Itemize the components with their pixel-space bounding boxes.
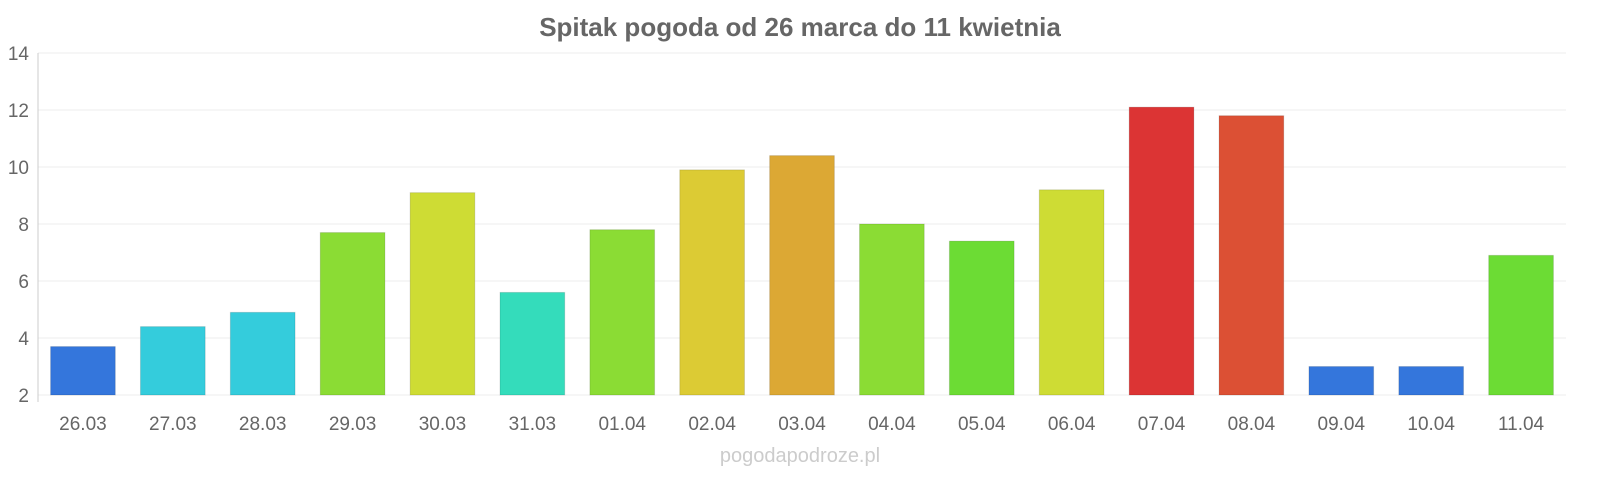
- x-tick-label: 02.04: [688, 414, 736, 435]
- bar: [1038, 189, 1105, 396]
- bar: [139, 326, 206, 396]
- x-tick-label: 08.04: [1228, 414, 1276, 435]
- x-tick-label: 09.04: [1318, 414, 1366, 435]
- chart-title: Spitak pogoda od 26 marca do 11 kwietnia: [539, 12, 1061, 42]
- x-tick-label: 06.04: [1048, 414, 1096, 435]
- y-tick-label: 6: [18, 272, 29, 293]
- bar: [1308, 366, 1375, 396]
- x-tick-label: 27.03: [149, 414, 197, 435]
- bar: [1488, 254, 1554, 396]
- x-tick-label: 11.04: [1498, 414, 1545, 435]
- x-tick-label: 31.03: [509, 414, 557, 435]
- bar: [319, 232, 386, 396]
- x-tick-label: 01.04: [598, 414, 646, 435]
- bar: [769, 155, 835, 396]
- y-tick-label: 8: [18, 215, 29, 236]
- y-tick-label: 12: [8, 101, 29, 122]
- bar: [679, 169, 745, 396]
- bar: [1128, 106, 1195, 396]
- y-tick-label: 10: [8, 158, 29, 179]
- bar: [589, 229, 656, 396]
- bar: [948, 240, 1015, 396]
- x-tick-label: 10.04: [1407, 414, 1455, 435]
- x-tick-label: 03.04: [778, 414, 826, 435]
- x-tick-label: 30.03: [419, 414, 467, 435]
- x-tick-label: 26.03: [59, 414, 107, 435]
- y-tick-label: 2: [18, 386, 29, 407]
- bar: [1398, 366, 1465, 396]
- bar: [859, 223, 925, 396]
- bar: [229, 311, 296, 396]
- x-tick-label: 28.03: [239, 414, 287, 435]
- y-axis-ticks: 2 4 6 8 10 12 14: [8, 44, 30, 407]
- y-tick-label: 4: [18, 329, 29, 350]
- bar: [50, 346, 116, 396]
- bars: [50, 106, 1554, 396]
- bar: [499, 291, 566, 396]
- source-credit: pogodapodroze.pl: [720, 445, 880, 467]
- x-tick-label: 07.04: [1138, 414, 1186, 435]
- x-axis-ticks: 26.03 27.03 28.03 29.03 30.03 31.03 01.04 02.04…: [59, 414, 1544, 435]
- y-tick-label: 14: [8, 44, 30, 65]
- x-tick-label: 04.04: [868, 414, 916, 435]
- x-tick-label: 05.04: [958, 414, 1006, 435]
- bar: [409, 192, 476, 396]
- x-tick-label: 29.03: [329, 414, 377, 435]
- bar: [1218, 115, 1285, 396]
